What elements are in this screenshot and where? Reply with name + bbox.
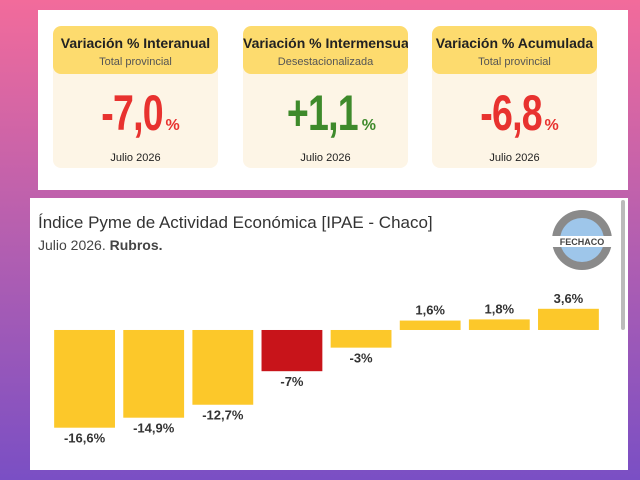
card-unit: %	[165, 117, 180, 134]
data-label: 3,6%	[554, 291, 584, 306]
card-unit: %	[361, 117, 376, 134]
card-date: Julio 2026	[110, 152, 161, 164]
logo-text: FECHACO	[560, 237, 605, 247]
card-value: -7,0	[101, 85, 164, 141]
subtitle-bold: Rubros.	[110, 237, 163, 253]
card-value-row: -7,0%	[53, 74, 218, 142]
data-label: -3%	[350, 351, 374, 366]
card-header: Variación % Interanual Total provincial	[53, 26, 218, 74]
card-title: Variación % Acumulada	[435, 35, 594, 51]
card-header: Variación % Acumulada Total provincial	[432, 26, 597, 74]
data-label: 1,6%	[415, 303, 445, 318]
card-date: Julio 2026	[300, 152, 351, 164]
scrollbar	[621, 200, 625, 330]
card-value-row: +1,1%	[243, 74, 408, 142]
bar	[399, 320, 461, 330]
data-label: 1,8%	[484, 301, 514, 316]
card-subtitle: Total provincial	[478, 56, 551, 68]
card-subtitle: Total provincial	[99, 56, 172, 68]
card-date: Julio 2026	[489, 152, 540, 164]
data-label: -12,7%	[202, 408, 244, 423]
bar	[330, 329, 392, 348]
logo-band	[552, 236, 612, 247]
bar	[123, 329, 185, 418]
bar	[54, 329, 115, 428]
card-subtitle: Desestacionalizada	[277, 56, 374, 68]
card-unit: %	[544, 117, 559, 134]
card-value-row: -6,8%	[432, 74, 597, 142]
bar	[261, 329, 323, 372]
chart-subtitle: Julio 2026. Rubros.	[38, 237, 163, 253]
card-title: Variación % Interanual	[60, 35, 211, 51]
bar	[468, 319, 530, 330]
bar	[192, 329, 254, 405]
card-title: Variación % Intermensual	[243, 35, 408, 51]
card: Variación % Intermensual Desestacionaliza…	[243, 26, 408, 168]
subtitle: Julio 2026.	[38, 237, 106, 253]
data-label: -16,6%	[64, 431, 106, 446]
card-value: +1,1	[286, 85, 359, 141]
data-label: -7%	[280, 374, 304, 389]
card: Variación % Acumulada Total provincial -6,…	[432, 26, 597, 168]
bar	[538, 308, 599, 330]
card: Variación % Interanual Total provincial -7…	[53, 26, 218, 168]
card-value: -6,8	[480, 85, 543, 141]
card-header: Variación % Intermensual Desestacionaliza…	[243, 26, 408, 74]
data-label: -14,9%	[133, 421, 175, 436]
chart-title: Índice Pyme de Actividad Económica [IPAE…	[38, 213, 433, 232]
